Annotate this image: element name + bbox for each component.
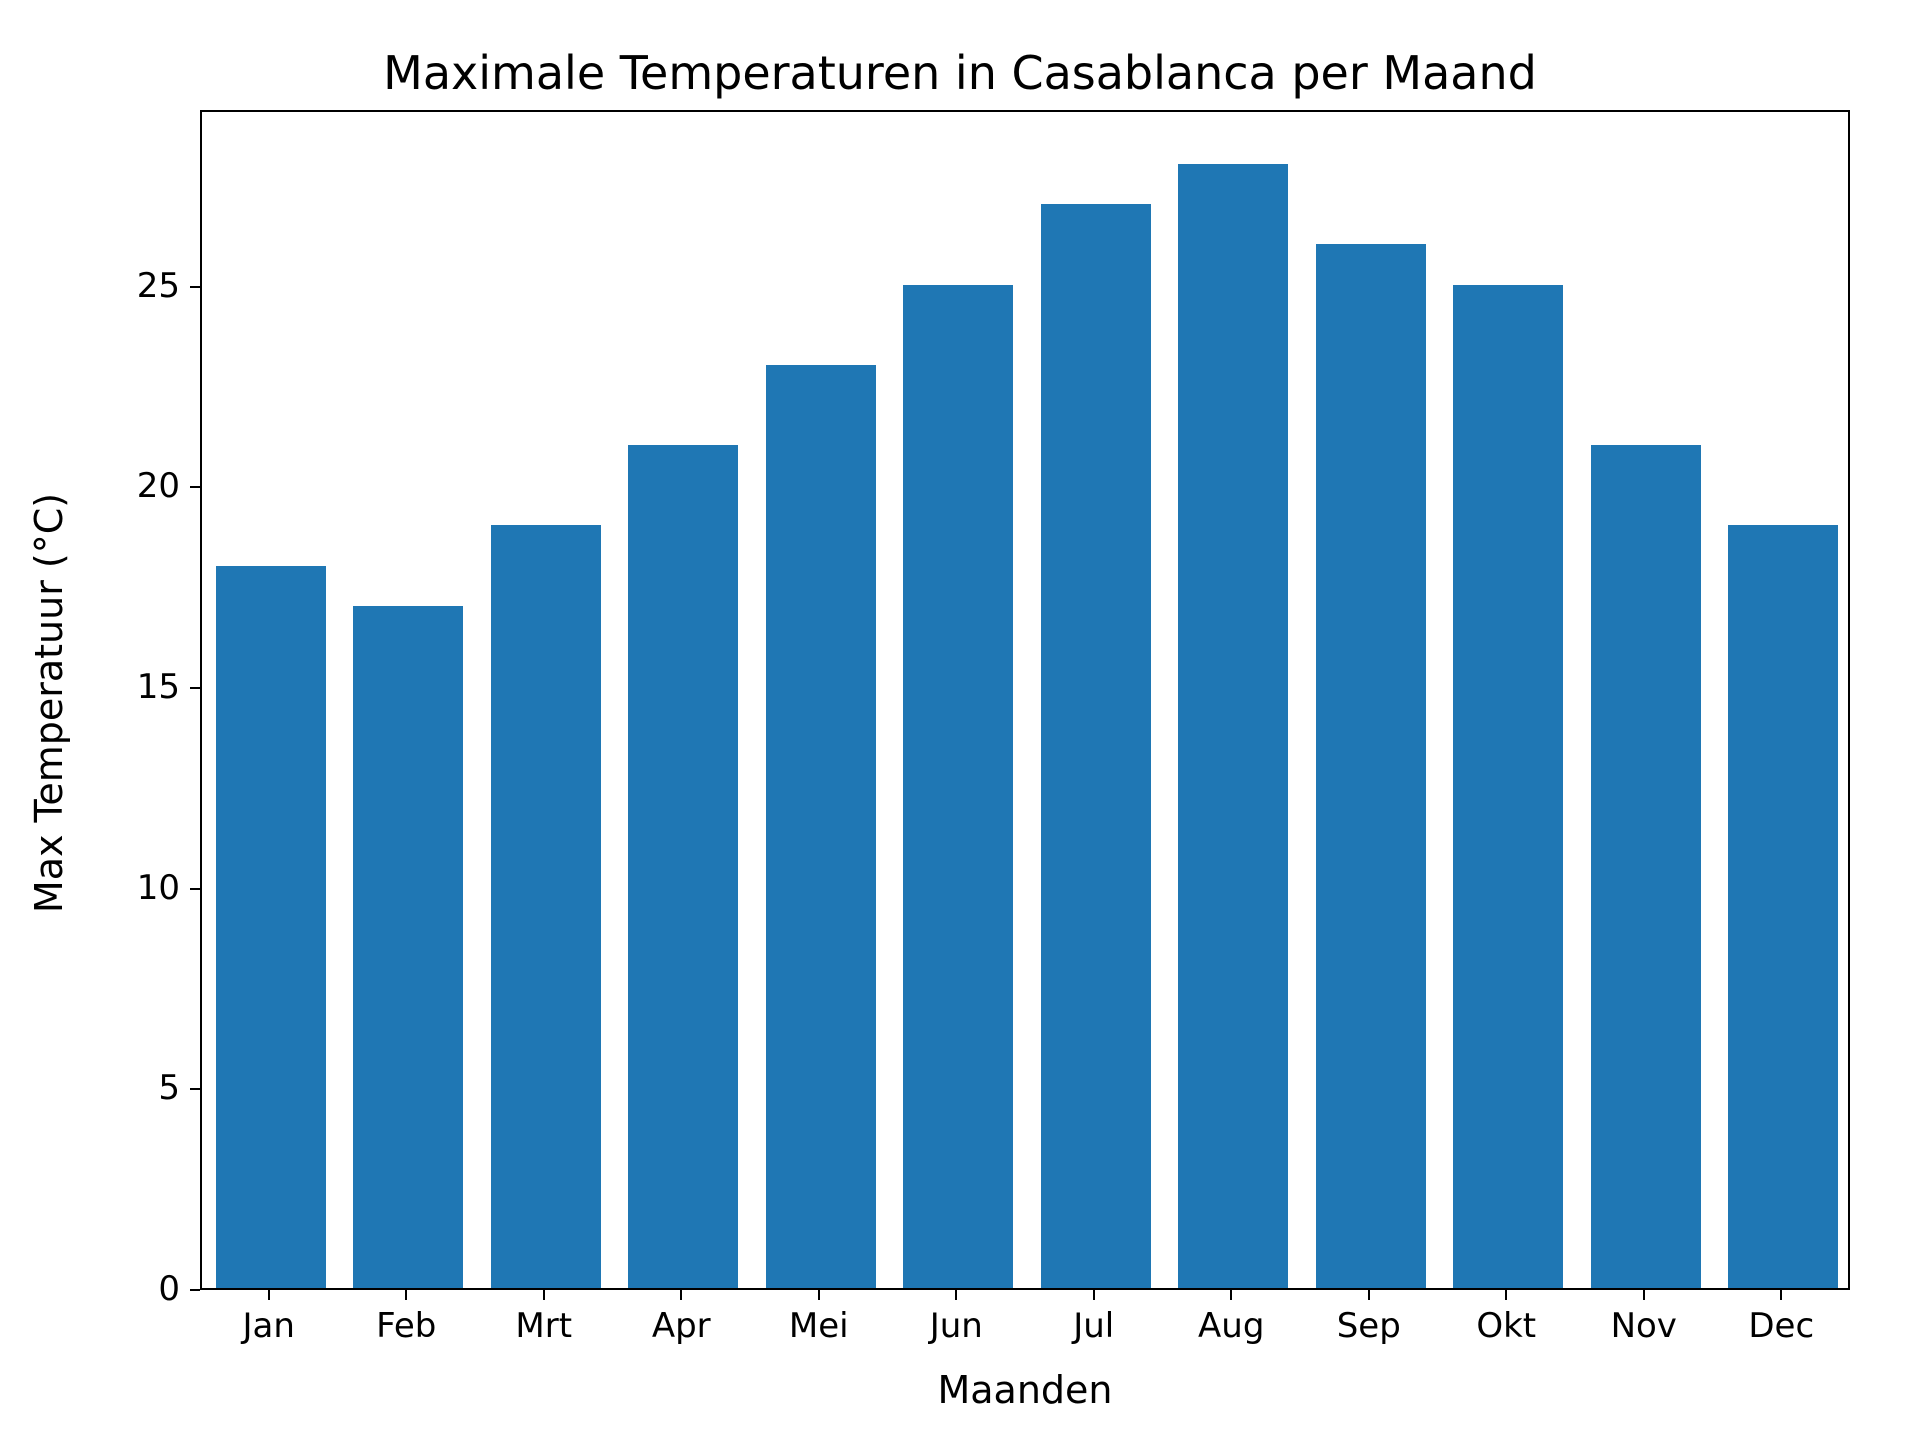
x-tick-label: Feb <box>338 1306 476 1346</box>
plot-area <box>200 110 1850 1290</box>
bar <box>1453 285 1563 1288</box>
x-tick-label: Apr <box>613 1306 751 1346</box>
bar <box>353 606 463 1288</box>
x-tick-mark <box>680 1290 682 1300</box>
bar <box>1591 445 1701 1288</box>
x-tick-label: Aug <box>1163 1306 1301 1346</box>
y-axis-label: Max Temperatuur (°C) <box>27 113 71 1293</box>
x-tick-mark <box>268 1290 270 1300</box>
x-tick-mark <box>1780 1290 1782 1300</box>
chart-container: Maximale Temperaturen in Casablanca per … <box>0 0 1920 1440</box>
bar <box>216 566 326 1288</box>
x-tick-mark <box>405 1290 407 1300</box>
y-tick-label: 0 <box>80 1269 180 1309</box>
x-tick-label: Jul <box>1025 1306 1163 1346</box>
x-tick-label: Dec <box>1713 1306 1851 1346</box>
x-tick-label: Jun <box>888 1306 1026 1346</box>
x-tick-mark <box>955 1290 957 1300</box>
y-tick-mark <box>190 286 200 288</box>
x-tick-label: Okt <box>1438 1306 1576 1346</box>
bar <box>491 525 601 1288</box>
x-tick-mark <box>818 1290 820 1300</box>
chart-title: Maximale Temperaturen in Casablanca per … <box>0 46 1920 100</box>
x-tick-label: Jan <box>200 1306 338 1346</box>
bar <box>903 285 1013 1288</box>
y-tick-mark <box>190 1088 200 1090</box>
bar <box>766 365 876 1288</box>
x-tick-label: Sep <box>1300 1306 1438 1346</box>
y-tick-label: 10 <box>80 868 180 908</box>
x-tick-mark <box>1505 1290 1507 1300</box>
x-axis-label: Maanden <box>200 1368 1850 1412</box>
y-tick-mark <box>190 687 200 689</box>
y-tick-label: 15 <box>80 667 180 707</box>
bar <box>1041 204 1151 1288</box>
bar <box>1728 525 1838 1288</box>
x-tick-mark <box>1643 1290 1645 1300</box>
x-tick-mark <box>1368 1290 1370 1300</box>
x-tick-mark <box>1093 1290 1095 1300</box>
x-tick-label: Nov <box>1575 1306 1713 1346</box>
bar <box>1316 244 1426 1288</box>
x-tick-label: Mrt <box>475 1306 613 1346</box>
x-tick-mark <box>543 1290 545 1300</box>
y-tick-mark <box>190 888 200 890</box>
y-tick-mark <box>190 1289 200 1291</box>
y-tick-label: 20 <box>80 466 180 506</box>
x-tick-mark <box>1230 1290 1232 1300</box>
y-tick-mark <box>190 486 200 488</box>
y-tick-label: 25 <box>80 266 180 306</box>
bar <box>628 445 738 1288</box>
y-tick-label: 5 <box>80 1068 180 1108</box>
bar <box>1178 164 1288 1288</box>
x-tick-label: Mei <box>750 1306 888 1346</box>
